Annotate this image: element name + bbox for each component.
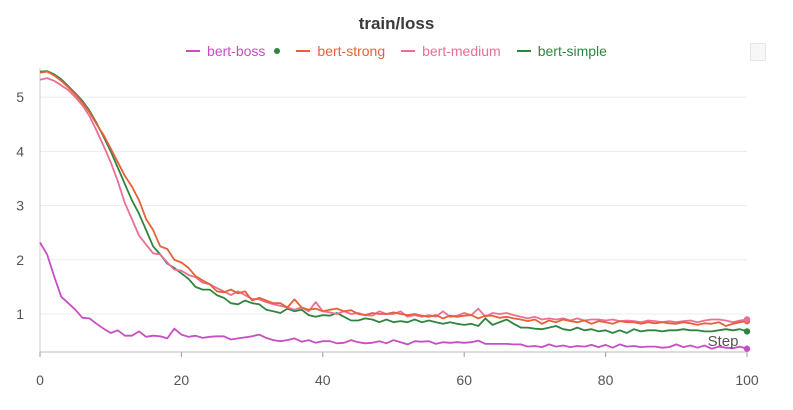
legend-swatch-bert-simple xyxy=(516,50,531,52)
series-line-bert-strong xyxy=(39,70,748,327)
y-tick-label: 2 xyxy=(16,252,24,268)
y-tick-label: 5 xyxy=(16,89,24,105)
series-end-point-bert-medium xyxy=(743,316,751,323)
legend-item-bert-simple[interactable]: bert-simple xyxy=(516,43,607,59)
x-tick-label: 60 xyxy=(456,372,472,388)
legend-label-bert-boss: bert-boss xyxy=(207,43,266,59)
x-tick-label: 100 xyxy=(735,372,759,388)
legend-item-bert-strong[interactable]: bert-strong xyxy=(296,43,385,59)
x-axis-label: Step xyxy=(708,333,739,350)
series-line-bert-simple xyxy=(39,70,748,334)
legend-item-bert-boss[interactable]: bert-boss xyxy=(186,43,281,59)
chart-title: train/loss xyxy=(358,14,435,33)
legend-label-bert-simple: bert-simple xyxy=(537,43,607,59)
highlight-dot-icon xyxy=(274,48,281,54)
x-tick-label: 20 xyxy=(174,372,190,388)
series-line-bert-boss xyxy=(39,242,748,350)
series-line-bert-medium xyxy=(39,77,748,324)
x-tick-label: 0 xyxy=(36,372,44,388)
panel-corner-box[interactable] xyxy=(750,43,766,61)
legend-label-bert-medium: bert-medium xyxy=(422,43,501,59)
legend: bert-boss bert-strong bert-medium bert-s… xyxy=(0,43,793,59)
y-tick-label: 4 xyxy=(16,143,24,159)
legend-label-bert-strong: bert-strong xyxy=(317,43,386,59)
legend-swatch-bert-medium xyxy=(401,50,416,52)
legend-item-bert-medium[interactable]: bert-medium xyxy=(401,43,501,59)
legend-swatch-bert-strong xyxy=(296,50,311,52)
series-end-point-bert-simple xyxy=(743,328,751,335)
series-end-point-bert-boss xyxy=(743,345,751,352)
x-tick-label: 40 xyxy=(315,372,331,388)
legend-swatch-bert-boss xyxy=(186,50,201,52)
y-tick-label: 3 xyxy=(16,198,24,214)
x-tick-label: 80 xyxy=(598,372,614,388)
y-tick-label: 1 xyxy=(16,306,24,322)
